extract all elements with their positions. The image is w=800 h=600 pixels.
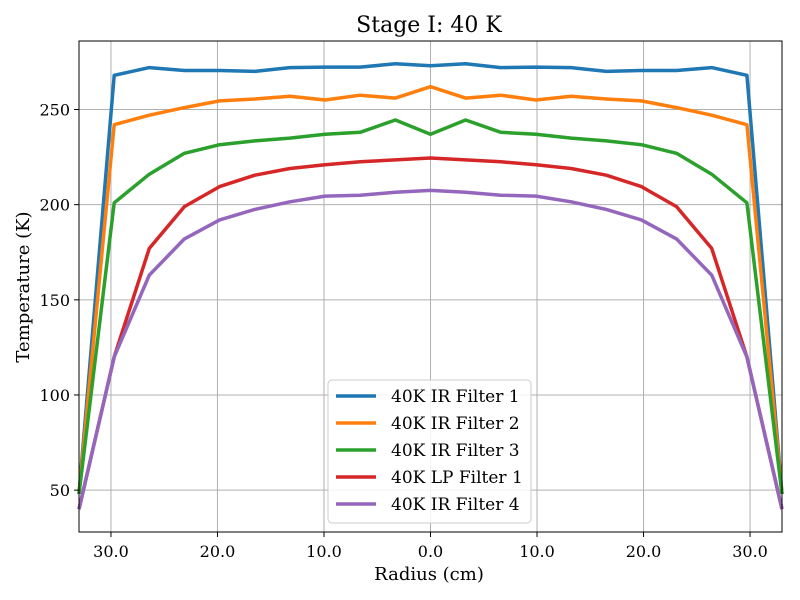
- legend-box: [327, 379, 532, 524]
- x-tick-label: 30.0: [732, 542, 768, 561]
- y-tick-label: 150: [39, 291, 70, 310]
- legend-label-5: 40K IR Filter 4: [391, 495, 520, 515]
- x-tick-label: 20.0: [200, 542, 236, 561]
- x-tick-label: 20.0: [626, 542, 662, 561]
- series-line-2: [77, 84, 784, 495]
- y-axis-label: Temperature (K): [13, 211, 34, 362]
- legend: 40K IR Filter 1 40K IR Filter 2 40K IR Fil…: [327, 379, 532, 524]
- legend-label-4: 40K LP Filter 1: [391, 468, 523, 488]
- series-line-1: [77, 62, 784, 495]
- x-axis-label: Radius (cm): [374, 564, 484, 585]
- x-axis: 30.0 20.0 10.0 0.0 10.0 20.0 30.0: [93, 532, 768, 561]
- x-tick-label: 10.0: [519, 542, 555, 561]
- x-tick-label: 30.0: [93, 542, 129, 561]
- y-tick-label: 100: [39, 386, 70, 405]
- y-tick-label: 50: [50, 481, 70, 500]
- x-tick-label: 0.0: [418, 542, 443, 561]
- series-lines: [77, 62, 784, 510]
- legend-label-2: 40K IR Filter 2: [391, 414, 520, 434]
- series-line-4: [77, 156, 784, 510]
- y-axis: 50 100 150 200 250: [39, 101, 79, 500]
- x-tick-label: 10.0: [306, 542, 342, 561]
- chart-title: Stage I: 40 K: [356, 13, 502, 38]
- legend-label-1: 40K IR Filter 1: [391, 387, 520, 407]
- series-line-5: [77, 188, 784, 510]
- series-line-3: [77, 118, 784, 495]
- y-tick-label: 200: [39, 196, 70, 215]
- y-tick-label: 250: [39, 101, 70, 120]
- legend-label-3: 40K IR Filter 3: [391, 441, 520, 461]
